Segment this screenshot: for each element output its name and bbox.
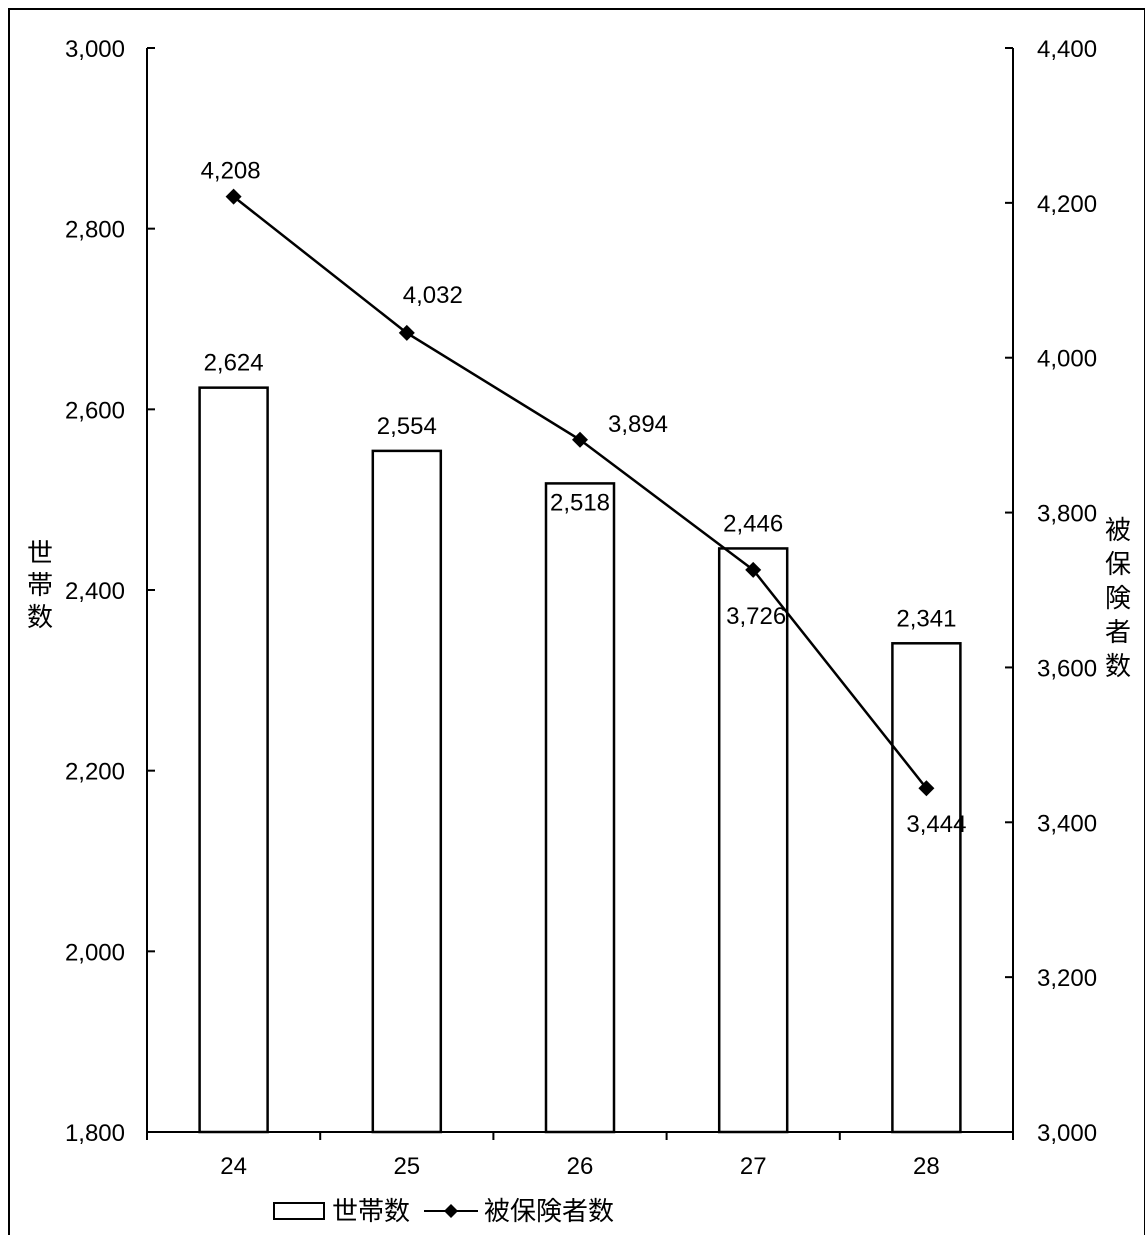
bar-data-label: 2,341: [896, 605, 956, 632]
bar-data-label: 2,554: [377, 413, 437, 440]
bar: [891, 642, 962, 1134]
bar: [544, 482, 616, 1134]
bar-data-label: 2,518: [550, 489, 610, 516]
x-axis-ticks: 24 25 26 27 28: [146, 1132, 1014, 1180]
x-tick-label: 27: [740, 1153, 767, 1180]
bar-data-label: 2,446: [723, 510, 783, 537]
right-tick-label: 4,000: [1037, 346, 1097, 373]
line-point-marker: [225, 188, 242, 205]
left-tick-label: 2,000: [65, 939, 125, 966]
legend-bar-swatch: [273, 1202, 325, 1220]
legend-line-label: 被保険者数: [484, 1196, 614, 1226]
x-tick-label: 25: [393, 1153, 420, 1180]
right-tick-label: 4,400: [1037, 36, 1097, 63]
left-tick-label: 2,800: [65, 217, 125, 244]
right-tick-label: 3,200: [1037, 965, 1097, 992]
line-data-label: 3,894: [608, 411, 668, 438]
right-tick-label: 3,400: [1037, 810, 1097, 837]
line-point-marker: [745, 561, 762, 578]
line-data-label: 4,208: [201, 158, 261, 185]
bar-data-label: 2,624: [204, 350, 264, 377]
right-axis-ticks: 3,000 3,200 3,400 3,600 3,800 4,000 4,200 4,400: [1005, 36, 1097, 1147]
x-tick-label: 24: [220, 1153, 247, 1180]
left-tick-label: 3,000: [65, 36, 125, 63]
line-point-marker: [918, 780, 935, 797]
legend-diamond-marker: [444, 1204, 458, 1218]
right-tick-label: 3,600: [1037, 655, 1097, 682]
legend: 世帯数 被保険者数: [273, 1196, 614, 1226]
right-tick-label: 3,000: [1037, 1120, 1097, 1147]
right-tick-label: 4,200: [1037, 191, 1097, 218]
left-axis-ticks: 1,800 2,000 2,200 2,400 2,600 2,800 3,000: [65, 36, 155, 1147]
bar: [198, 386, 269, 1134]
line-data-labels: 4,208 4,032 3,894 3,726 3,444: [201, 158, 967, 839]
right-tick-label: 3,800: [1037, 501, 1097, 528]
left-axis-title: 世帯数: [27, 538, 53, 632]
bar: [717, 547, 789, 1134]
line-data-label: 3,444: [906, 811, 966, 838]
line-series: [225, 188, 935, 797]
left-tick-label: 2,400: [65, 578, 125, 605]
bar-series: [198, 386, 962, 1134]
line-point-marker: [398, 324, 415, 341]
legend-bar-label: 世帯数: [332, 1196, 410, 1226]
bar: [371, 449, 443, 1134]
line-data-label: 4,032: [403, 282, 463, 309]
left-tick-label: 1,800: [65, 1120, 125, 1147]
right-axis-title: 被保険者数: [1105, 515, 1131, 681]
left-tick-label: 2,600: [65, 397, 125, 424]
x-tick-label: 26: [567, 1153, 594, 1180]
bar-data-labels: 2,624 2,554 2,518 2,446 2,341: [204, 350, 957, 633]
line-point-marker: [572, 431, 588, 448]
x-tick-label: 28: [913, 1153, 940, 1180]
line-data-label: 3,726: [726, 603, 786, 630]
left-tick-label: 2,200: [65, 759, 125, 786]
